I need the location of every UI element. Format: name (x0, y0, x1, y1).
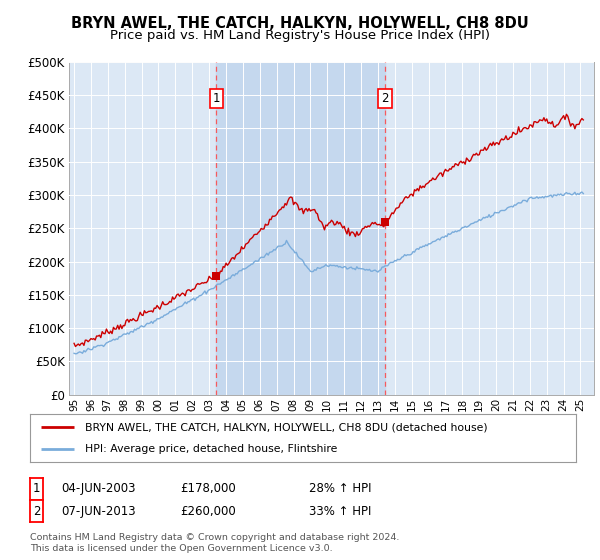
Text: 07-JUN-2013: 07-JUN-2013 (61, 505, 136, 518)
Text: 2: 2 (382, 92, 389, 105)
Text: Price paid vs. HM Land Registry's House Price Index (HPI): Price paid vs. HM Land Registry's House … (110, 29, 490, 42)
Text: BRYN AWEL, THE CATCH, HALKYN, HOLYWELL, CH8 8DU (detached house): BRYN AWEL, THE CATCH, HALKYN, HOLYWELL, … (85, 422, 487, 432)
Text: £260,000: £260,000 (180, 505, 236, 518)
Text: BRYN AWEL, THE CATCH, HALKYN, HOLYWELL, CH8 8DU: BRYN AWEL, THE CATCH, HALKYN, HOLYWELL, … (71, 16, 529, 31)
Text: 04-JUN-2003: 04-JUN-2003 (61, 482, 136, 496)
Text: Contains HM Land Registry data © Crown copyright and database right 2024.
This d: Contains HM Land Registry data © Crown c… (30, 533, 400, 553)
Text: 1: 1 (212, 92, 220, 105)
Text: £178,000: £178,000 (180, 482, 236, 496)
Bar (217, 62, 385, 395)
Text: 2: 2 (33, 505, 40, 518)
Text: 33% ↑ HPI: 33% ↑ HPI (309, 505, 371, 518)
Text: 28% ↑ HPI: 28% ↑ HPI (309, 482, 371, 496)
Text: HPI: Average price, detached house, Flintshire: HPI: Average price, detached house, Flin… (85, 444, 337, 454)
Text: 1: 1 (33, 482, 40, 496)
